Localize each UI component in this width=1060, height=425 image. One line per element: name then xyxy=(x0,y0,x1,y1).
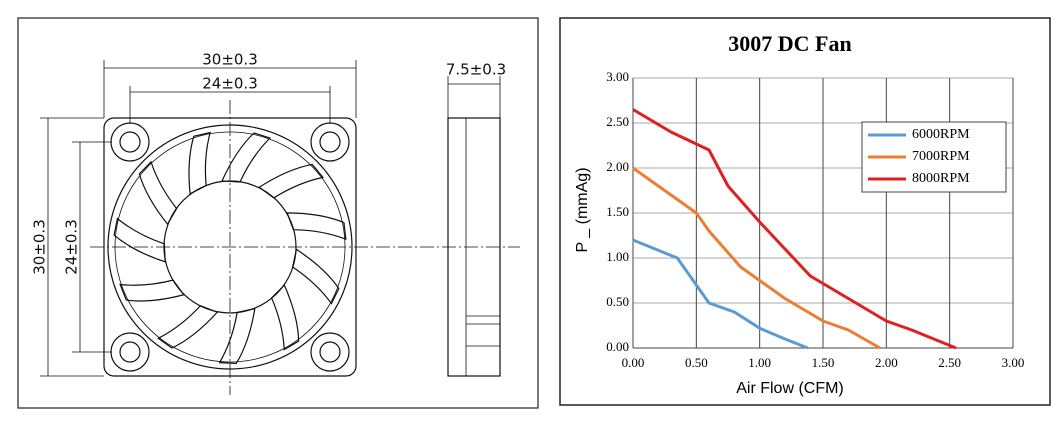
x-tick-label: 2.50 xyxy=(938,355,961,370)
series-line xyxy=(632,166,881,350)
blades xyxy=(113,131,347,364)
y-tick-label: 1.50 xyxy=(606,204,629,219)
dimension-label: 30±0.3 xyxy=(202,51,258,69)
dimension-label: 30±0.3 xyxy=(31,219,49,275)
dimension-label: 7.5±0.3 xyxy=(446,61,506,79)
drawing: 30±0.3 24±0.3 7.5±0.3 30±0.3 24±0.3 xyxy=(17,17,539,409)
center-lines xyxy=(90,100,520,395)
dimension-label: 24±0.3 xyxy=(63,219,81,275)
y-axis-label: P _ (mmAg) xyxy=(574,167,591,252)
drawing-frame xyxy=(17,17,539,409)
y-tick-label: 1.00 xyxy=(606,249,629,264)
y-tick-label: 2.50 xyxy=(606,114,629,129)
dimension-lines xyxy=(40,60,501,377)
x-tick-label: 3.00 xyxy=(1002,355,1025,370)
x-axis-label: Air Flow (CFM) xyxy=(736,380,844,397)
dimension-label: 24±0.3 xyxy=(202,75,258,93)
y-tick-label: 2.00 xyxy=(606,159,629,174)
y-tick-label: 3.00 xyxy=(606,69,629,84)
legend-label: 7000RPM xyxy=(912,149,970,164)
x-tick-label: 2.00 xyxy=(875,355,898,370)
chart-title: 3007 DC Fan xyxy=(728,31,851,56)
series-line xyxy=(632,238,809,350)
legend-label: 8000RPM xyxy=(912,171,970,186)
side-view xyxy=(447,117,501,377)
y-tick-label: 0.50 xyxy=(606,294,629,309)
y-tick-label: 0.00 xyxy=(606,339,629,354)
legend-label: 6000RPM xyxy=(912,127,970,142)
x-tick-label: 0.50 xyxy=(685,355,708,370)
chart-frame xyxy=(559,17,1051,406)
x-tick-label: 1.50 xyxy=(812,355,835,370)
x-tick-label: 1.00 xyxy=(748,355,771,370)
x-tick-label: 0.00 xyxy=(622,355,645,370)
series-line xyxy=(632,108,957,350)
